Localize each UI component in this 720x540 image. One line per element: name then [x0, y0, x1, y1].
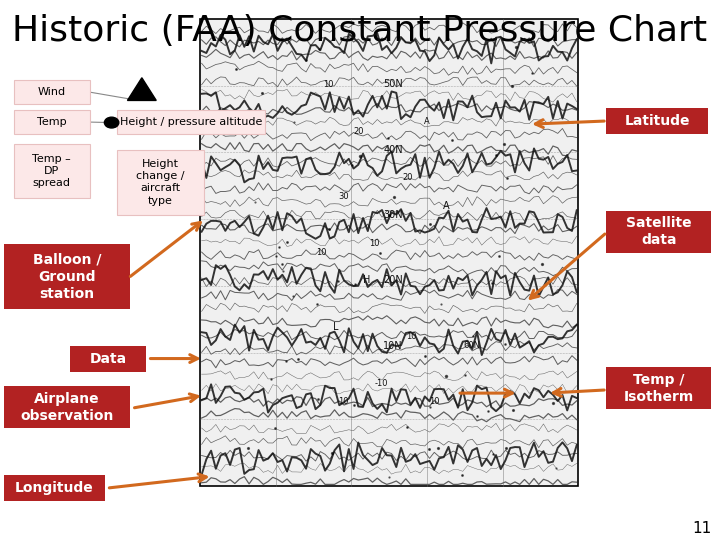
- Text: 10: 10: [316, 248, 326, 257]
- Text: Satellite
data: Satellite data: [626, 216, 692, 247]
- Text: Latitude: Latitude: [624, 114, 690, 128]
- FancyBboxPatch shape: [606, 108, 708, 134]
- Text: 20: 20: [354, 126, 364, 136]
- Text: H: H: [363, 275, 370, 286]
- Text: 30N: 30N: [383, 210, 402, 220]
- FancyBboxPatch shape: [200, 19, 578, 486]
- FancyBboxPatch shape: [70, 346, 146, 372]
- Text: 40N: 40N: [383, 145, 402, 154]
- Text: 10: 10: [323, 80, 334, 89]
- FancyBboxPatch shape: [14, 110, 90, 134]
- FancyBboxPatch shape: [4, 386, 130, 428]
- Text: Airplane
observation: Airplane observation: [20, 392, 114, 423]
- Text: 10: 10: [429, 397, 440, 407]
- Text: Temp /
Isotherm: Temp / Isotherm: [624, 373, 694, 404]
- Text: 30: 30: [338, 192, 349, 201]
- Text: A: A: [443, 201, 449, 211]
- Text: 50N: 50N: [383, 79, 402, 89]
- FancyBboxPatch shape: [606, 211, 711, 253]
- Text: 60N: 60N: [464, 341, 481, 350]
- FancyBboxPatch shape: [117, 110, 265, 134]
- Text: 11: 11: [692, 521, 711, 536]
- Text: Height / pressure altitude: Height / pressure altitude: [120, 117, 262, 127]
- Text: 10N: 10N: [383, 341, 402, 351]
- FancyBboxPatch shape: [4, 475, 105, 501]
- Text: 20: 20: [402, 173, 413, 182]
- Text: Longitude: Longitude: [15, 481, 94, 495]
- FancyBboxPatch shape: [117, 150, 204, 215]
- Text: Historic (FAA) Constant Pressure Chart: Historic (FAA) Constant Pressure Chart: [12, 14, 708, 48]
- Text: Wind: Wind: [37, 87, 66, 97]
- FancyBboxPatch shape: [4, 244, 130, 309]
- Text: Balloon /
Ground
station: Balloon / Ground station: [32, 252, 102, 301]
- Text: 10: 10: [369, 239, 379, 248]
- Text: Height
change /
aircraft
type: Height change / aircraft type: [136, 159, 184, 206]
- Text: 20N: 20N: [383, 275, 402, 286]
- FancyBboxPatch shape: [14, 80, 90, 104]
- Text: L: L: [333, 322, 339, 332]
- Circle shape: [104, 117, 119, 128]
- Text: 10: 10: [407, 332, 417, 341]
- FancyBboxPatch shape: [14, 144, 90, 198]
- Text: Data: Data: [89, 352, 127, 366]
- Text: A: A: [424, 117, 430, 126]
- Text: Temp: Temp: [37, 117, 67, 127]
- Text: Temp –
DP
spread: Temp – DP spread: [32, 153, 71, 188]
- Polygon shape: [127, 78, 156, 100]
- Text: -10: -10: [375, 379, 388, 388]
- Text: 10: 10: [338, 397, 349, 407]
- FancyBboxPatch shape: [606, 367, 711, 409]
